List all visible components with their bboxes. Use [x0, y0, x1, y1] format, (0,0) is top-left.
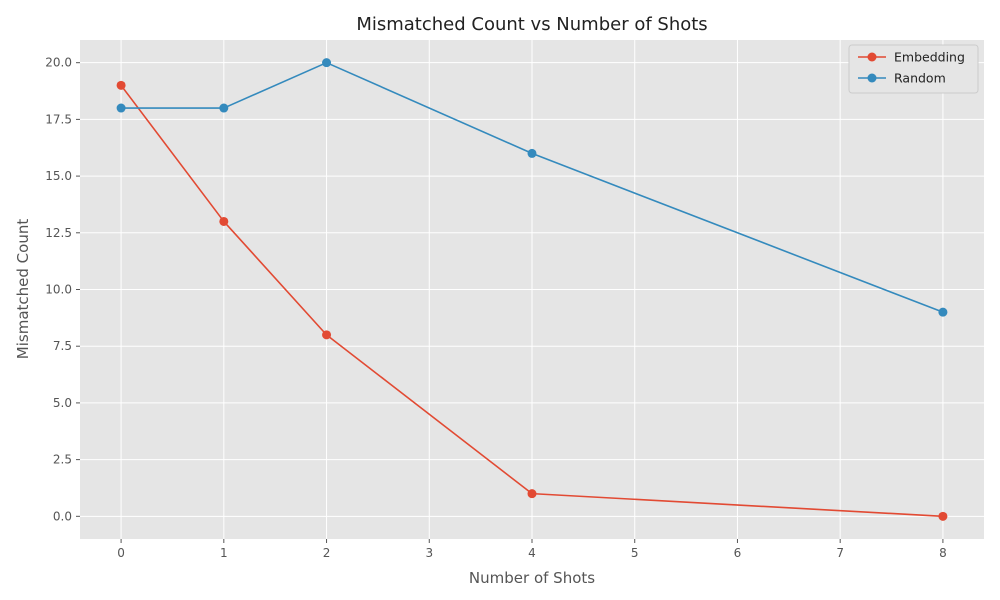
y-tick-label: 20.0: [45, 56, 72, 70]
series-embedding: [116, 80, 948, 521]
data-point: [116, 80, 126, 90]
x-axis-title: Number of Shots: [469, 569, 595, 587]
y-tick-label: 15.0: [45, 169, 72, 183]
y-axis-title: Mismatched Count: [14, 219, 32, 360]
x-tick-label: 3: [425, 546, 433, 560]
y-tick-label: 10.0: [45, 283, 72, 297]
x-tick-label: 2: [323, 546, 331, 560]
series-random: [116, 58, 948, 317]
x-tick-label: 0: [117, 546, 125, 560]
x-tick-label: 6: [734, 546, 742, 560]
x-tick-label: 5: [631, 546, 639, 560]
data-point: [219, 216, 229, 226]
x-tick-label: 8: [939, 546, 947, 560]
data-point: [938, 511, 948, 521]
data-point: [116, 103, 126, 113]
series-layer: [116, 58, 948, 521]
y-tick-label: 17.5: [45, 112, 72, 126]
y-tick-label: 0.0: [53, 509, 72, 523]
x-tick-label: 4: [528, 546, 536, 560]
x-tick-label: 7: [836, 546, 844, 560]
grid: [80, 40, 984, 539]
data-point: [322, 58, 332, 68]
legend-item-random: Random: [858, 71, 946, 86]
legend: Embedding Random: [848, 44, 979, 94]
data-point: [527, 148, 537, 158]
axis-ticks: 0 1 2 3 4 5 6 7 8 0.0 2.5 5.0 7.5 10.0 12.5 15.0 17.5 20.…: [45, 56, 946, 560]
legend-item-embedding: Embedding: [858, 50, 965, 65]
y-tick-label: 2.5: [53, 453, 72, 467]
data-point: [219, 103, 229, 113]
legend-label: Random: [894, 71, 946, 86]
y-tick-label: 12.5: [45, 226, 72, 240]
data-point: [527, 489, 537, 499]
data-point: [322, 330, 332, 340]
legend-marker: [867, 52, 877, 62]
legend-label: Embedding: [894, 50, 965, 65]
chart-title: Mismatched Count vs Number of Shots: [356, 14, 707, 35]
legend-marker: [867, 73, 877, 83]
data-point: [938, 307, 948, 317]
y-tick-label: 7.5: [53, 339, 72, 353]
y-tick-label: 5.0: [53, 396, 72, 410]
x-tick-label: 1: [220, 546, 228, 560]
